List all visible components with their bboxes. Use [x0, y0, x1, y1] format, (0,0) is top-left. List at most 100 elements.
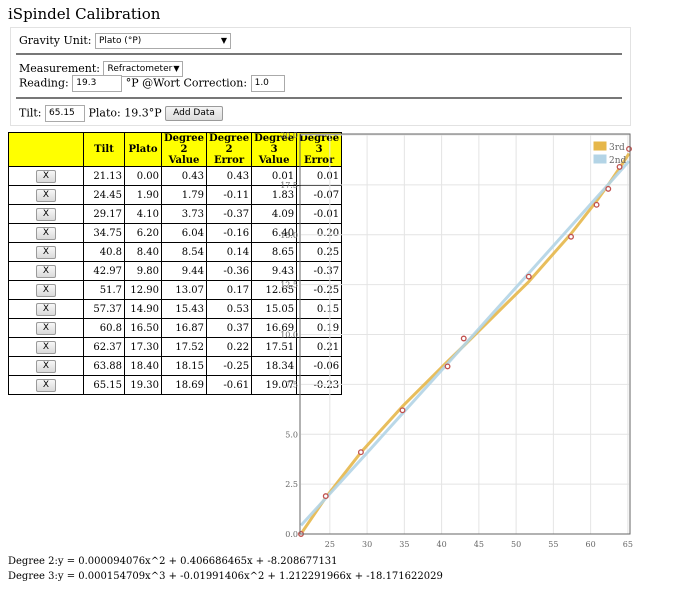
- remove-row-button[interactable]: X: [36, 340, 56, 354]
- column-header-degree2-error: Degree 2 Error: [206, 132, 253, 167]
- cell-plato: 6.20: [124, 223, 162, 243]
- legend-label: 3rd: [609, 143, 625, 153]
- remove-cell: X: [8, 204, 84, 224]
- remove-row-button[interactable]: X: [36, 321, 56, 335]
- cell-degree2-value: 9.44: [160, 261, 208, 281]
- remove-row-button[interactable]: X: [36, 378, 56, 392]
- data-point: [444, 363, 451, 370]
- cell-tilt: 57.37: [83, 299, 125, 319]
- calibration-chart: 0.0 2.5 5.0 7.5 10.0 12.5 15.0 17.5 20.0 25 30 35 4…: [280, 131, 633, 547]
- x-tick-label: 65: [623, 540, 633, 547]
- y-axis-ticks: 0.0 2.5 5.0 7.5 10.0 12.5 15.0 17.5 20.0: [280, 131, 298, 539]
- remove-row-button[interactable]: X: [36, 283, 56, 297]
- table-row: X 21.13 0.00 0.43 0.43 0.01 0.01: [8, 166, 343, 186]
- remove-row-button[interactable]: X: [36, 188, 56, 202]
- column-header-plato: Plato: [124, 132, 162, 167]
- column-header-degree3-error: Degree 3 Error: [296, 132, 343, 167]
- data-point: [593, 201, 600, 208]
- tilt-row: Tilt: 65.15 Plato: 19.3°P Add Data: [19, 105, 223, 122]
- table-row: X 40.8 8.40 8.54 0.14 8.65 0.25: [8, 242, 343, 262]
- plot-frame: [299, 133, 631, 535]
- remove-cell: X: [8, 280, 84, 300]
- series-line-2nd: [299, 160, 631, 527]
- table-row: X 34.75 6.20 6.04 -0.16 6.40 0.20: [8, 223, 343, 243]
- plato-value: 19.3°P: [124, 106, 162, 120]
- cell-degree2-value: 13.07: [160, 280, 208, 300]
- remove-row-button[interactable]: X: [36, 245, 56, 259]
- cell-degree2-error: -0.61: [206, 375, 253, 395]
- measurement-label: Measurement:: [19, 62, 100, 75]
- degree2-equation: Degree 2:y = 0.000094076x^2 + 0.40668646…: [8, 556, 338, 567]
- cell-plato: 14.90: [124, 299, 162, 319]
- y-tick-label: 10.0: [280, 331, 298, 340]
- tilt-input[interactable]: 65.15: [45, 105, 85, 122]
- x-axis-ticks: 25 30 35 40 45 50 55 60 65: [325, 540, 633, 547]
- table-body: X 21.13 0.00 0.43 0.43 0.01 0.01 X 24.45 1.90 1.79…: [8, 166, 343, 395]
- x-tick-label: 35: [399, 540, 409, 547]
- wort-correction-input[interactable]: 1.0: [250, 75, 285, 92]
- reading-label: Reading:: [19, 76, 69, 90]
- divider: [16, 97, 622, 99]
- chevron-down-icon: ▼: [220, 36, 227, 45]
- cell-degree2-value: 0.43: [160, 166, 208, 186]
- remove-cell: X: [8, 166, 84, 186]
- divider: [16, 53, 622, 55]
- chart-points: [298, 146, 632, 537]
- cell-plato: 4.10: [124, 204, 162, 224]
- plato-label: Plato:: [88, 106, 121, 120]
- table-row: X 57.37 14.90 15.43 0.53 15.05 0.15: [8, 299, 343, 319]
- column-header-degree2-value: Degree 2 Value: [160, 132, 208, 167]
- cell-degree2-value: 1.79: [160, 185, 208, 205]
- chart-series: [299, 152, 631, 535]
- data-point: [357, 449, 364, 456]
- data-point: [399, 407, 406, 414]
- y-tick-label: 0.0: [285, 530, 298, 539]
- data-point: [616, 163, 623, 170]
- remove-row-button[interactable]: X: [36, 207, 56, 221]
- y-tick-label: 7.5: [285, 380, 298, 389]
- degree3-equation: Degree 3:y = 0.000154709x^3 + -0.0199140…: [8, 571, 443, 582]
- cell-tilt: 40.8: [83, 242, 125, 262]
- remove-cell: X: [8, 299, 84, 319]
- cell-degree2-error: 0.43: [206, 166, 253, 186]
- remove-row-button[interactable]: X: [36, 169, 56, 183]
- reading-input[interactable]: 19.3: [72, 75, 123, 92]
- cell-degree2-value: 18.69: [160, 375, 208, 395]
- cell-degree2-value: 16.87: [160, 318, 208, 338]
- cell-degree2-error: -0.25: [206, 356, 253, 376]
- chart-grid: [301, 134, 629, 535]
- cell-tilt: 21.13: [83, 166, 125, 186]
- cell-degree2-error: 0.22: [206, 337, 253, 357]
- y-tick-label: 12.5: [280, 281, 298, 290]
- cell-degree2-error: -0.11: [206, 185, 253, 205]
- gravity-unit-select[interactable]: Plato (°P) ▼: [94, 33, 231, 49]
- cell-tilt: 62.37: [83, 337, 125, 357]
- cell-plato: 17.30: [124, 337, 162, 357]
- cell-degree2-error: 0.37: [206, 318, 253, 338]
- remove-row-button[interactable]: X: [36, 264, 56, 278]
- remove-row-button[interactable]: X: [36, 302, 56, 316]
- remove-row-button[interactable]: X: [36, 359, 56, 373]
- cell-plato: 12.90: [124, 280, 162, 300]
- y-tick-label: 2.5: [285, 480, 298, 489]
- cell-plato: 19.30: [124, 375, 162, 395]
- cell-degree2-error: 0.14: [206, 242, 253, 262]
- cell-degree2-value: 6.04: [160, 223, 208, 243]
- remove-row-button[interactable]: X: [36, 226, 56, 240]
- cell-tilt: 60.8: [83, 318, 125, 338]
- x-tick-label: 40: [437, 540, 447, 547]
- cell-degree3-value: 19.07: [251, 375, 298, 395]
- add-data-button[interactable]: Add Data: [165, 106, 223, 121]
- cell-degree2-error: 0.17: [206, 280, 253, 300]
- legend-label: 2nd: [609, 156, 627, 166]
- column-header-degree3-value: Degree 3 Value: [251, 132, 298, 167]
- y-tick-label: 20.0: [280, 131, 298, 140]
- y-tick-label: 5.0: [285, 430, 298, 439]
- data-point: [525, 273, 532, 280]
- remove-cell: X: [8, 356, 84, 376]
- column-header-remove: [8, 132, 84, 167]
- remove-cell: X: [8, 337, 84, 357]
- cell-plato: 18.40: [124, 356, 162, 376]
- measurement-select[interactable]: Refractometer ▼: [103, 61, 184, 77]
